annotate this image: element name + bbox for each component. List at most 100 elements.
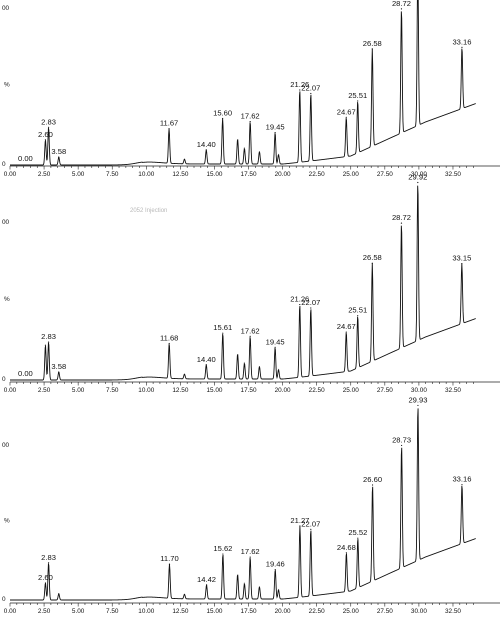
peak-label: 2.83 xyxy=(41,117,56,126)
peak-apex xyxy=(222,117,224,120)
peak-label: 22.07 xyxy=(301,519,320,528)
x-tick-label: 12.50 xyxy=(172,387,188,394)
x-tick-label: 30.00 xyxy=(411,608,427,615)
peak-label: 33.16 xyxy=(452,37,471,46)
peak-apex xyxy=(371,262,373,264)
chromatogram-panel-3: 00% 0 0.00 2.50 5.00 7.50 10.00 12.50 15.00 17.50… xyxy=(2,395,500,615)
peak-label: 11.70 xyxy=(160,554,178,563)
x-tick-label: 20.00 xyxy=(275,387,291,394)
peak-apex xyxy=(274,131,276,134)
x-tick-label: 32.50 xyxy=(445,171,461,178)
x-tick-label: 22.50 xyxy=(309,171,325,178)
y-axis-top-label: 00 xyxy=(2,5,10,12)
x-tick-label: 10.00 xyxy=(138,171,154,178)
y-axis-percent-label: % xyxy=(4,82,10,89)
x-tick-label: 0.00 xyxy=(4,171,17,178)
peak-label: 17.62 xyxy=(241,547,260,556)
x-tick-label: 17.50 xyxy=(241,608,257,615)
peak-label: 19.45 xyxy=(266,337,285,346)
x-tick-label: 32.50 xyxy=(445,387,461,394)
peak-apex xyxy=(168,342,170,345)
peak-apex xyxy=(345,552,347,554)
peak-label: 14.40 xyxy=(197,355,216,364)
x-tick-label: 7.50 xyxy=(106,387,119,394)
peak-apex xyxy=(274,568,276,571)
peak-apex xyxy=(205,584,208,586)
x-tick-label: 7.50 xyxy=(106,171,119,178)
x-tick-label: 12.50 xyxy=(172,608,188,615)
peak-apex xyxy=(299,525,301,527)
peak-apex xyxy=(274,346,276,348)
x-tick-label: 5.00 xyxy=(72,608,85,615)
x-tick-label: 17.50 xyxy=(241,387,257,394)
peak-apex xyxy=(345,331,347,333)
peak-label: 28.72 xyxy=(392,0,411,8)
x-tick-label: 20.00 xyxy=(275,608,291,615)
peak-label: 17.62 xyxy=(241,112,260,121)
x-tick-label: 7.50 xyxy=(106,608,119,615)
x-tick-label: 15.00 xyxy=(206,171,222,178)
peak-apex xyxy=(168,563,171,565)
peak-label: 19.46 xyxy=(266,560,285,569)
x-tick-label: 5.00 xyxy=(72,171,85,178)
chromatogram-trace xyxy=(10,408,476,601)
peak-apex xyxy=(205,364,207,366)
x-tick-label: 12.50 xyxy=(172,171,188,178)
peak-label: 11.68 xyxy=(160,333,178,342)
peak-label: 15.61 xyxy=(213,323,232,332)
x-tick-label: 22.50 xyxy=(309,387,325,394)
peak-apex xyxy=(400,222,403,224)
x-tick-label: 20.00 xyxy=(275,171,291,178)
baseline-start-label: 0.00 xyxy=(18,154,33,163)
peak-label: 17.62 xyxy=(241,326,260,335)
peak-label: 21.26 xyxy=(290,80,309,89)
peak-label: 26.58 xyxy=(363,253,382,262)
y-axis-zero-label: 0 xyxy=(2,376,6,383)
peak-apex xyxy=(47,126,50,128)
x-tick-label: 2.50 xyxy=(38,608,51,615)
peak-label: 22.07 xyxy=(301,83,320,92)
x-tick-label: 22.50 xyxy=(309,608,325,615)
x-tick-label: 30.00 xyxy=(411,387,427,394)
peak-apex xyxy=(299,303,301,306)
x-tick-label: 10.00 xyxy=(138,387,154,394)
peak-label: 14.40 xyxy=(197,140,216,149)
peak-label: 29.93 xyxy=(408,395,427,404)
x-tick-label: 10.00 xyxy=(138,608,154,615)
peak-label: 33.16 xyxy=(452,475,471,484)
chromatogram-panel-1: 00% 0 0.00 2.50 5.00 7.50 10.00 12.50 15.00 17.50… xyxy=(2,0,500,178)
x-tick-label: 2.50 xyxy=(38,171,51,178)
x-tick-label: 5.00 xyxy=(72,387,85,394)
peak-apex xyxy=(222,332,224,334)
x-tick-label: 15.00 xyxy=(206,387,222,394)
peak-label: 28.73 xyxy=(392,435,411,444)
peak-label: 26.58 xyxy=(363,39,382,48)
peak-label: 2.83 xyxy=(41,332,56,341)
chromatogram-trace xyxy=(10,0,476,166)
peak-apex xyxy=(461,46,463,48)
x-tick-label: 25.00 xyxy=(343,171,359,178)
peak-label: 24.67 xyxy=(337,107,356,116)
peak-label: 15.62 xyxy=(213,544,232,553)
x-tick-label: 17.50 xyxy=(241,171,257,178)
peak-apex xyxy=(461,263,463,265)
peak-label: 21.26 xyxy=(290,295,309,304)
peak-apex xyxy=(249,335,251,337)
peak-apex xyxy=(47,341,50,343)
peak-label: 2.60 xyxy=(38,573,53,582)
y-axis-zero-label: 0 xyxy=(2,161,6,168)
y-axis-top-label: 00 xyxy=(2,442,10,449)
peak-apex xyxy=(299,89,301,91)
baseline-start-label: 0.00 xyxy=(18,369,33,378)
peak-label: 25.51 xyxy=(348,306,367,315)
peak-label: 11.67 xyxy=(160,119,178,128)
peak-apex xyxy=(44,139,47,141)
peak-apex xyxy=(310,92,312,95)
peak-apex xyxy=(417,181,419,184)
peak-apex xyxy=(44,582,47,584)
x-tick-label: 25.00 xyxy=(343,608,359,615)
peak-apex xyxy=(58,371,60,373)
y-axis-top-label: 00 xyxy=(2,219,10,226)
peak-apex xyxy=(249,556,251,558)
peak-apex xyxy=(461,484,463,486)
